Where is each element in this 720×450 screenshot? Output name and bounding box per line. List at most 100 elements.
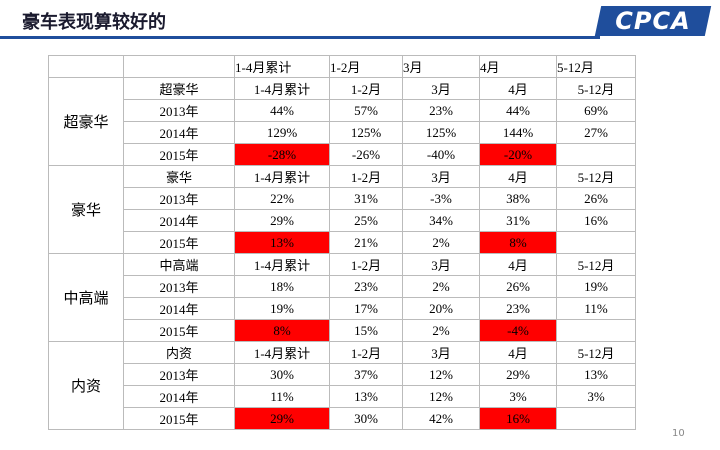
value-cell: 27% — [556, 121, 636, 144]
value-cell — [556, 143, 636, 166]
subheader-cell: 3月 — [402, 165, 480, 188]
value-cell: 13% — [556, 363, 636, 386]
table-row: 2014年 29% 25% 34% 31% 16% — [49, 209, 636, 232]
column-header: 5-12月 — [556, 55, 636, 78]
value-cell: 31% — [329, 187, 403, 210]
value-cell — [556, 407, 636, 430]
table-row: 2015年 8% 15% 2% -4% — [49, 319, 636, 342]
table-row: 2013年 30% 37% 12% 29% 13% — [49, 363, 636, 386]
value-cell: -4% — [479, 319, 557, 342]
table-row: 2013年 22% 31% -3% 38% 26% — [49, 187, 636, 210]
value-cell: 29% — [234, 209, 330, 232]
value-cell: -40% — [402, 143, 480, 166]
value-cell: 38% — [479, 187, 557, 210]
year-label: 2015年 — [123, 319, 235, 342]
column-header: 1-4月累计 — [234, 55, 330, 78]
title-rule — [0, 36, 600, 39]
table-row: 2015年 -28% -26% -40% -20% — [49, 143, 636, 166]
group-label: 中高端 — [48, 253, 124, 342]
year-label: 2014年 — [123, 121, 235, 144]
corner-cell — [123, 55, 235, 78]
value-cell: 11% — [234, 385, 330, 408]
year-label: 2015年 — [123, 143, 235, 166]
subheader-cell: 4月 — [479, 165, 557, 188]
value-cell: 2% — [402, 275, 480, 298]
subheader-cell: 1-2月 — [329, 253, 403, 276]
subheader-cell: 3月 — [402, 253, 480, 276]
value-cell: 23% — [402, 99, 480, 122]
value-cell: 69% — [556, 99, 636, 122]
value-cell: 8% — [234, 319, 330, 342]
value-cell: 13% — [234, 231, 330, 254]
value-cell: 15% — [329, 319, 403, 342]
year-label: 2014年 — [123, 209, 235, 232]
table-row: 2015年 29% 30% 42% 16% — [49, 407, 636, 430]
subheader-cell: 3月 — [402, 77, 480, 100]
subheader-cell: 1-2月 — [329, 77, 403, 100]
subheader-cell: 1-4月累计 — [234, 253, 330, 276]
page-number: 10 — [672, 428, 685, 439]
year-label: 2013年 — [123, 187, 235, 210]
slide-title: 豪车表现算较好的 — [22, 12, 166, 33]
subheader-cell: 4月 — [479, 77, 557, 100]
year-label: 2014年 — [123, 385, 235, 408]
value-cell: 11% — [556, 297, 636, 320]
value-cell: 23% — [479, 297, 557, 320]
column-header: 1-2月 — [329, 55, 403, 78]
table-row: 2014年 19% 17% 20% 23% 11% — [49, 297, 636, 320]
value-cell: -26% — [329, 143, 403, 166]
value-cell: 18% — [234, 275, 330, 298]
subheader-cell: 超豪华 — [123, 77, 235, 100]
value-cell: 29% — [479, 363, 557, 386]
subheader-cell: 5-12月 — [556, 77, 636, 100]
subheader-cell: 1-4月累计 — [234, 341, 330, 364]
value-cell: 3% — [556, 385, 636, 408]
value-cell: 30% — [329, 407, 403, 430]
table-row: 1-4月累计 1-2月 3月 4月 5-12月 — [48, 55, 636, 78]
subheader-cell: 4月 — [479, 341, 557, 364]
subheader-cell: 5-12月 — [556, 341, 636, 364]
group-label: 内资 — [48, 341, 124, 430]
subheader-cell: 1-2月 — [329, 341, 403, 364]
table-row: 2015年 13% 21% 2% 8% — [49, 231, 636, 254]
value-cell: 20% — [402, 297, 480, 320]
value-cell: 2% — [402, 231, 480, 254]
table-row: 2013年 18% 23% 2% 26% 19% — [49, 275, 636, 298]
column-header: 3月 — [402, 55, 480, 78]
value-cell: 30% — [234, 363, 330, 386]
value-cell — [556, 231, 636, 254]
value-cell: 44% — [234, 99, 330, 122]
value-cell: 19% — [556, 275, 636, 298]
corner-cell — [48, 55, 124, 78]
value-cell: 22% — [234, 187, 330, 210]
value-cell: 144% — [479, 121, 557, 144]
column-header: 4月 — [479, 55, 557, 78]
value-cell: 26% — [479, 275, 557, 298]
year-label: 2015年 — [123, 407, 235, 430]
year-label: 2014年 — [123, 297, 235, 320]
group-label: 豪华 — [48, 165, 124, 254]
value-cell: -28% — [234, 143, 330, 166]
value-cell: 57% — [329, 99, 403, 122]
value-cell: 21% — [329, 231, 403, 254]
year-label: 2015年 — [123, 231, 235, 254]
subheader-cell: 1-4月累计 — [234, 165, 330, 188]
table-row: 豪华 豪华 1-4月累计 1-2月 3月 4月 5-12月 — [48, 165, 636, 254]
value-cell: 16% — [479, 407, 557, 430]
value-cell: 13% — [329, 385, 403, 408]
value-cell: 37% — [329, 363, 403, 386]
value-cell: 34% — [402, 209, 480, 232]
value-cell: 2% — [402, 319, 480, 342]
value-cell: -3% — [402, 187, 480, 210]
subheader-cell: 中高端 — [123, 253, 235, 276]
value-cell: -20% — [479, 143, 557, 166]
subheader-cell: 内资 — [123, 341, 235, 364]
year-label: 2013年 — [123, 363, 235, 386]
value-cell: 129% — [234, 121, 330, 144]
value-cell: 26% — [556, 187, 636, 210]
value-cell: 17% — [329, 297, 403, 320]
subheader-cell: 5-12月 — [556, 253, 636, 276]
data-table: 1-4月累计 1-2月 3月 4月 5-12月 超豪华 超豪华 1-4月累计 1-2月 3月 4月 5… — [48, 55, 636, 430]
value-cell: 8% — [479, 231, 557, 254]
